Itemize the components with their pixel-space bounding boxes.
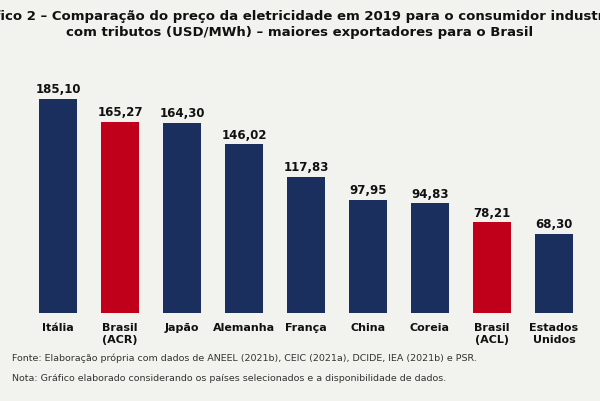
Bar [163,123,201,313]
Bar [101,122,139,313]
Text: 164,30: 164,30 [159,107,205,120]
Bar [535,234,573,313]
Bar [473,222,511,313]
Text: 68,30: 68,30 [535,219,572,231]
Text: Nota: Gráfico elaborado considerando os países selecionados e a disponibilidade : Nota: Gráfico elaborado considerando os … [12,374,446,383]
Text: Gráfico 2 – Comparação do preço da eletricidade em 2019 para o consumidor indust: Gráfico 2 – Comparação do preço da eletr… [0,10,600,23]
Text: 185,10: 185,10 [35,83,81,96]
Text: 78,21: 78,21 [473,207,511,220]
Bar [225,144,263,313]
Text: com tributos (USD/MWh) – maiores exportadores para o Brasil: com tributos (USD/MWh) – maiores exporta… [67,26,533,39]
Text: 94,83: 94,83 [411,188,449,201]
Bar [411,203,449,313]
Text: 146,02: 146,02 [221,129,267,142]
Bar [39,99,77,313]
Bar [287,176,325,313]
Text: 165,27: 165,27 [97,106,143,119]
Text: 97,95: 97,95 [349,184,387,197]
Bar [349,200,387,313]
Text: Fonte: Elaboração própria com dados de ANEEL (2021b), CEIC (2021a), DCIDE, IEA (: Fonte: Elaboração própria com dados de A… [12,353,477,363]
Text: 117,83: 117,83 [283,161,329,174]
